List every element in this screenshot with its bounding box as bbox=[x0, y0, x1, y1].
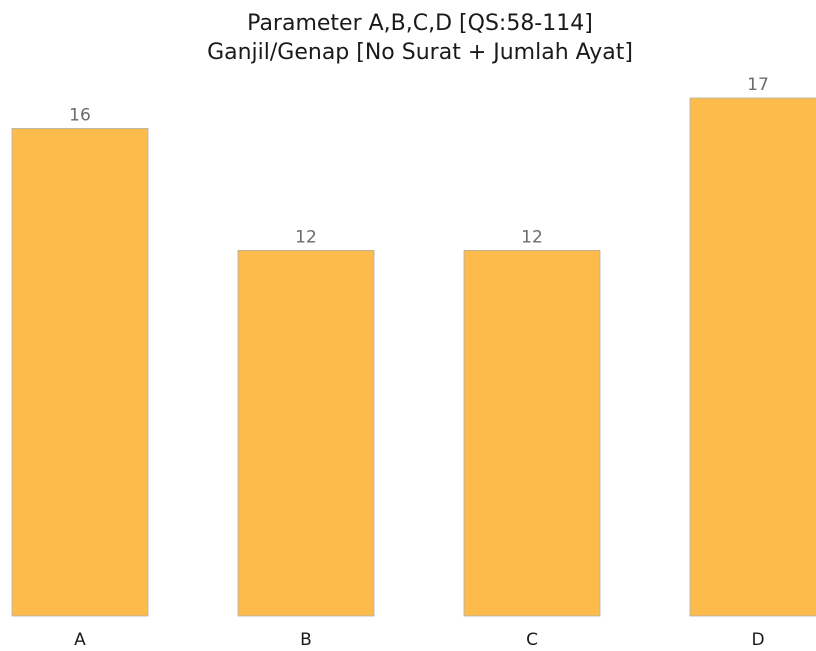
x-tick-label-d: D bbox=[751, 630, 764, 650]
value-label-c: 12 bbox=[521, 227, 543, 247]
chart-title-line-1: Parameter A,B,C,D [QS:58-114] bbox=[247, 11, 593, 36]
bars-group bbox=[11, 97, 816, 617]
x-tick-label-c: C bbox=[526, 630, 538, 650]
value-label-a: 16 bbox=[69, 105, 91, 125]
bar-d bbox=[689, 97, 816, 617]
value-label-d: 17 bbox=[747, 75, 769, 95]
chart-title-line-2: Ganjil/Genap [No Surat + Jumlah Ayat] bbox=[207, 40, 633, 65]
value-label-b: 12 bbox=[295, 227, 317, 247]
value-labels-group: 16 12 12 17 bbox=[69, 75, 769, 247]
bar-b bbox=[237, 249, 375, 617]
bar-a bbox=[11, 128, 149, 617]
x-tick-label-a: A bbox=[74, 630, 86, 650]
x-tick-label-b: B bbox=[300, 630, 312, 650]
bar-c bbox=[463, 249, 601, 617]
x-tick-labels-group: A B C D bbox=[74, 630, 764, 650]
